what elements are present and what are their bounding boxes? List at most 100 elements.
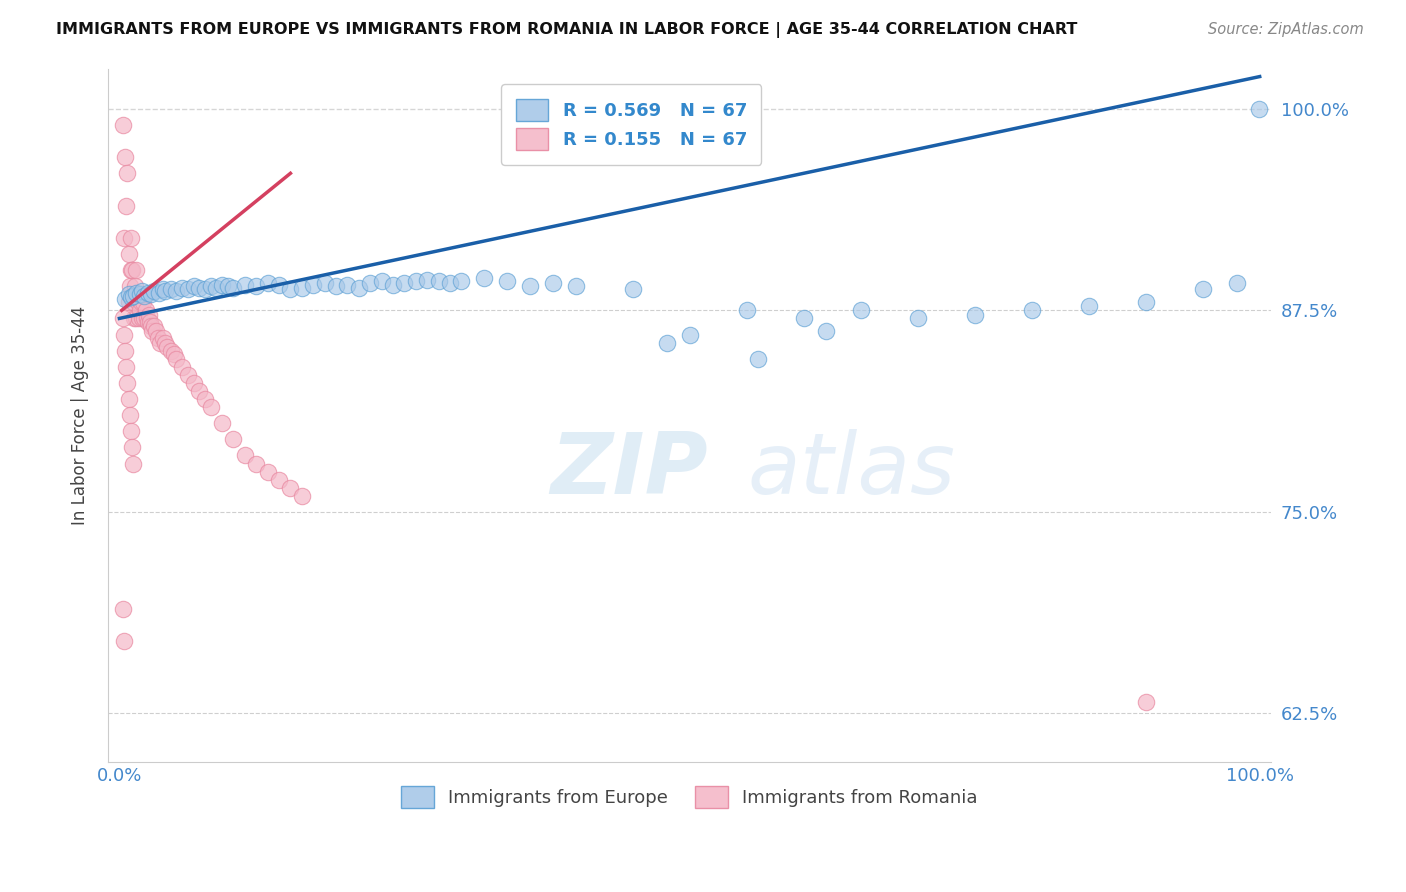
Point: [112, 327, 135, 342]
Point: [139, 315, 162, 329]
Point: [621, 282, 644, 296]
Text: Source: ZipAtlas.com: Source: ZipAtlas.com: [1208, 22, 1364, 37]
Point: [117, 247, 139, 261]
Point: [194, 282, 217, 296]
Point: [735, 303, 758, 318]
Point: [564, 279, 586, 293]
Point: [211, 277, 233, 292]
Point: [200, 279, 222, 293]
Point: [122, 457, 145, 471]
Point: [134, 311, 156, 326]
Point: [907, 311, 929, 326]
Point: [156, 340, 179, 354]
Point: [142, 284, 165, 298]
Point: [655, 335, 678, 350]
Point: [127, 295, 149, 310]
Point: [439, 276, 461, 290]
Point: [135, 311, 157, 326]
Point: [177, 282, 200, 296]
Text: atlas: atlas: [748, 429, 956, 512]
Point: [118, 279, 141, 293]
Point: [141, 324, 163, 338]
Point: [115, 359, 138, 374]
Point: [153, 335, 176, 350]
Point: [963, 308, 986, 322]
Point: [131, 311, 153, 326]
Point: [146, 331, 169, 345]
Point: [405, 274, 427, 288]
Point: [131, 284, 153, 298]
Point: [177, 368, 200, 382]
Point: [815, 324, 838, 338]
Point: [117, 376, 139, 390]
Point: [159, 343, 181, 358]
Point: [114, 150, 136, 164]
Point: [217, 279, 239, 293]
Point: [256, 276, 278, 290]
Point: [370, 274, 392, 288]
Point: [233, 277, 256, 292]
Point: [129, 303, 152, 318]
Point: [427, 274, 450, 288]
Point: [128, 311, 150, 326]
Point: [793, 311, 815, 326]
Point: [541, 276, 564, 290]
Point: [302, 277, 325, 292]
Point: [267, 277, 290, 292]
Point: [849, 303, 872, 318]
Point: [1077, 299, 1099, 313]
Point: [117, 166, 139, 180]
Point: [205, 281, 228, 295]
Point: [291, 489, 314, 503]
Point: [132, 295, 155, 310]
Point: [152, 331, 174, 345]
Point: [325, 279, 347, 293]
Point: [118, 408, 141, 422]
Text: ZIP: ZIP: [550, 429, 707, 512]
Point: [1135, 295, 1157, 310]
Point: [1247, 102, 1270, 116]
Point: [112, 231, 135, 245]
Point: [416, 273, 439, 287]
Point: [129, 295, 152, 310]
Point: [336, 277, 359, 292]
Point: [165, 284, 187, 298]
Point: [152, 282, 174, 296]
Point: [122, 295, 145, 310]
Point: [1226, 276, 1249, 290]
Point: [233, 449, 256, 463]
Point: [120, 424, 142, 438]
Point: [165, 351, 187, 366]
Point: [141, 319, 163, 334]
Point: [149, 335, 172, 350]
Point: [111, 118, 134, 132]
Point: [136, 285, 159, 300]
Point: [125, 311, 148, 326]
Point: [111, 601, 134, 615]
Point: [382, 277, 405, 292]
Point: [280, 481, 302, 495]
Legend: Immigrants from Europe, Immigrants from Romania: Immigrants from Europe, Immigrants from …: [394, 779, 986, 815]
Point: [120, 263, 142, 277]
Point: [291, 281, 314, 295]
Point: [188, 281, 211, 295]
Point: [117, 295, 139, 310]
Point: [200, 400, 222, 414]
Point: [347, 281, 370, 295]
Point: [114, 343, 136, 358]
Point: [519, 279, 541, 293]
Point: [111, 311, 134, 326]
Point: [115, 198, 138, 212]
Point: [112, 633, 135, 648]
Point: [117, 392, 139, 406]
Point: [122, 311, 145, 326]
Point: [153, 284, 176, 298]
Point: [163, 347, 186, 361]
Point: [194, 392, 217, 406]
Point: [472, 271, 495, 285]
Point: [117, 287, 139, 301]
Point: [747, 351, 769, 366]
Point: [394, 276, 416, 290]
Point: [136, 315, 159, 329]
Y-axis label: In Labor Force | Age 35-44: In Labor Force | Age 35-44: [72, 306, 89, 524]
